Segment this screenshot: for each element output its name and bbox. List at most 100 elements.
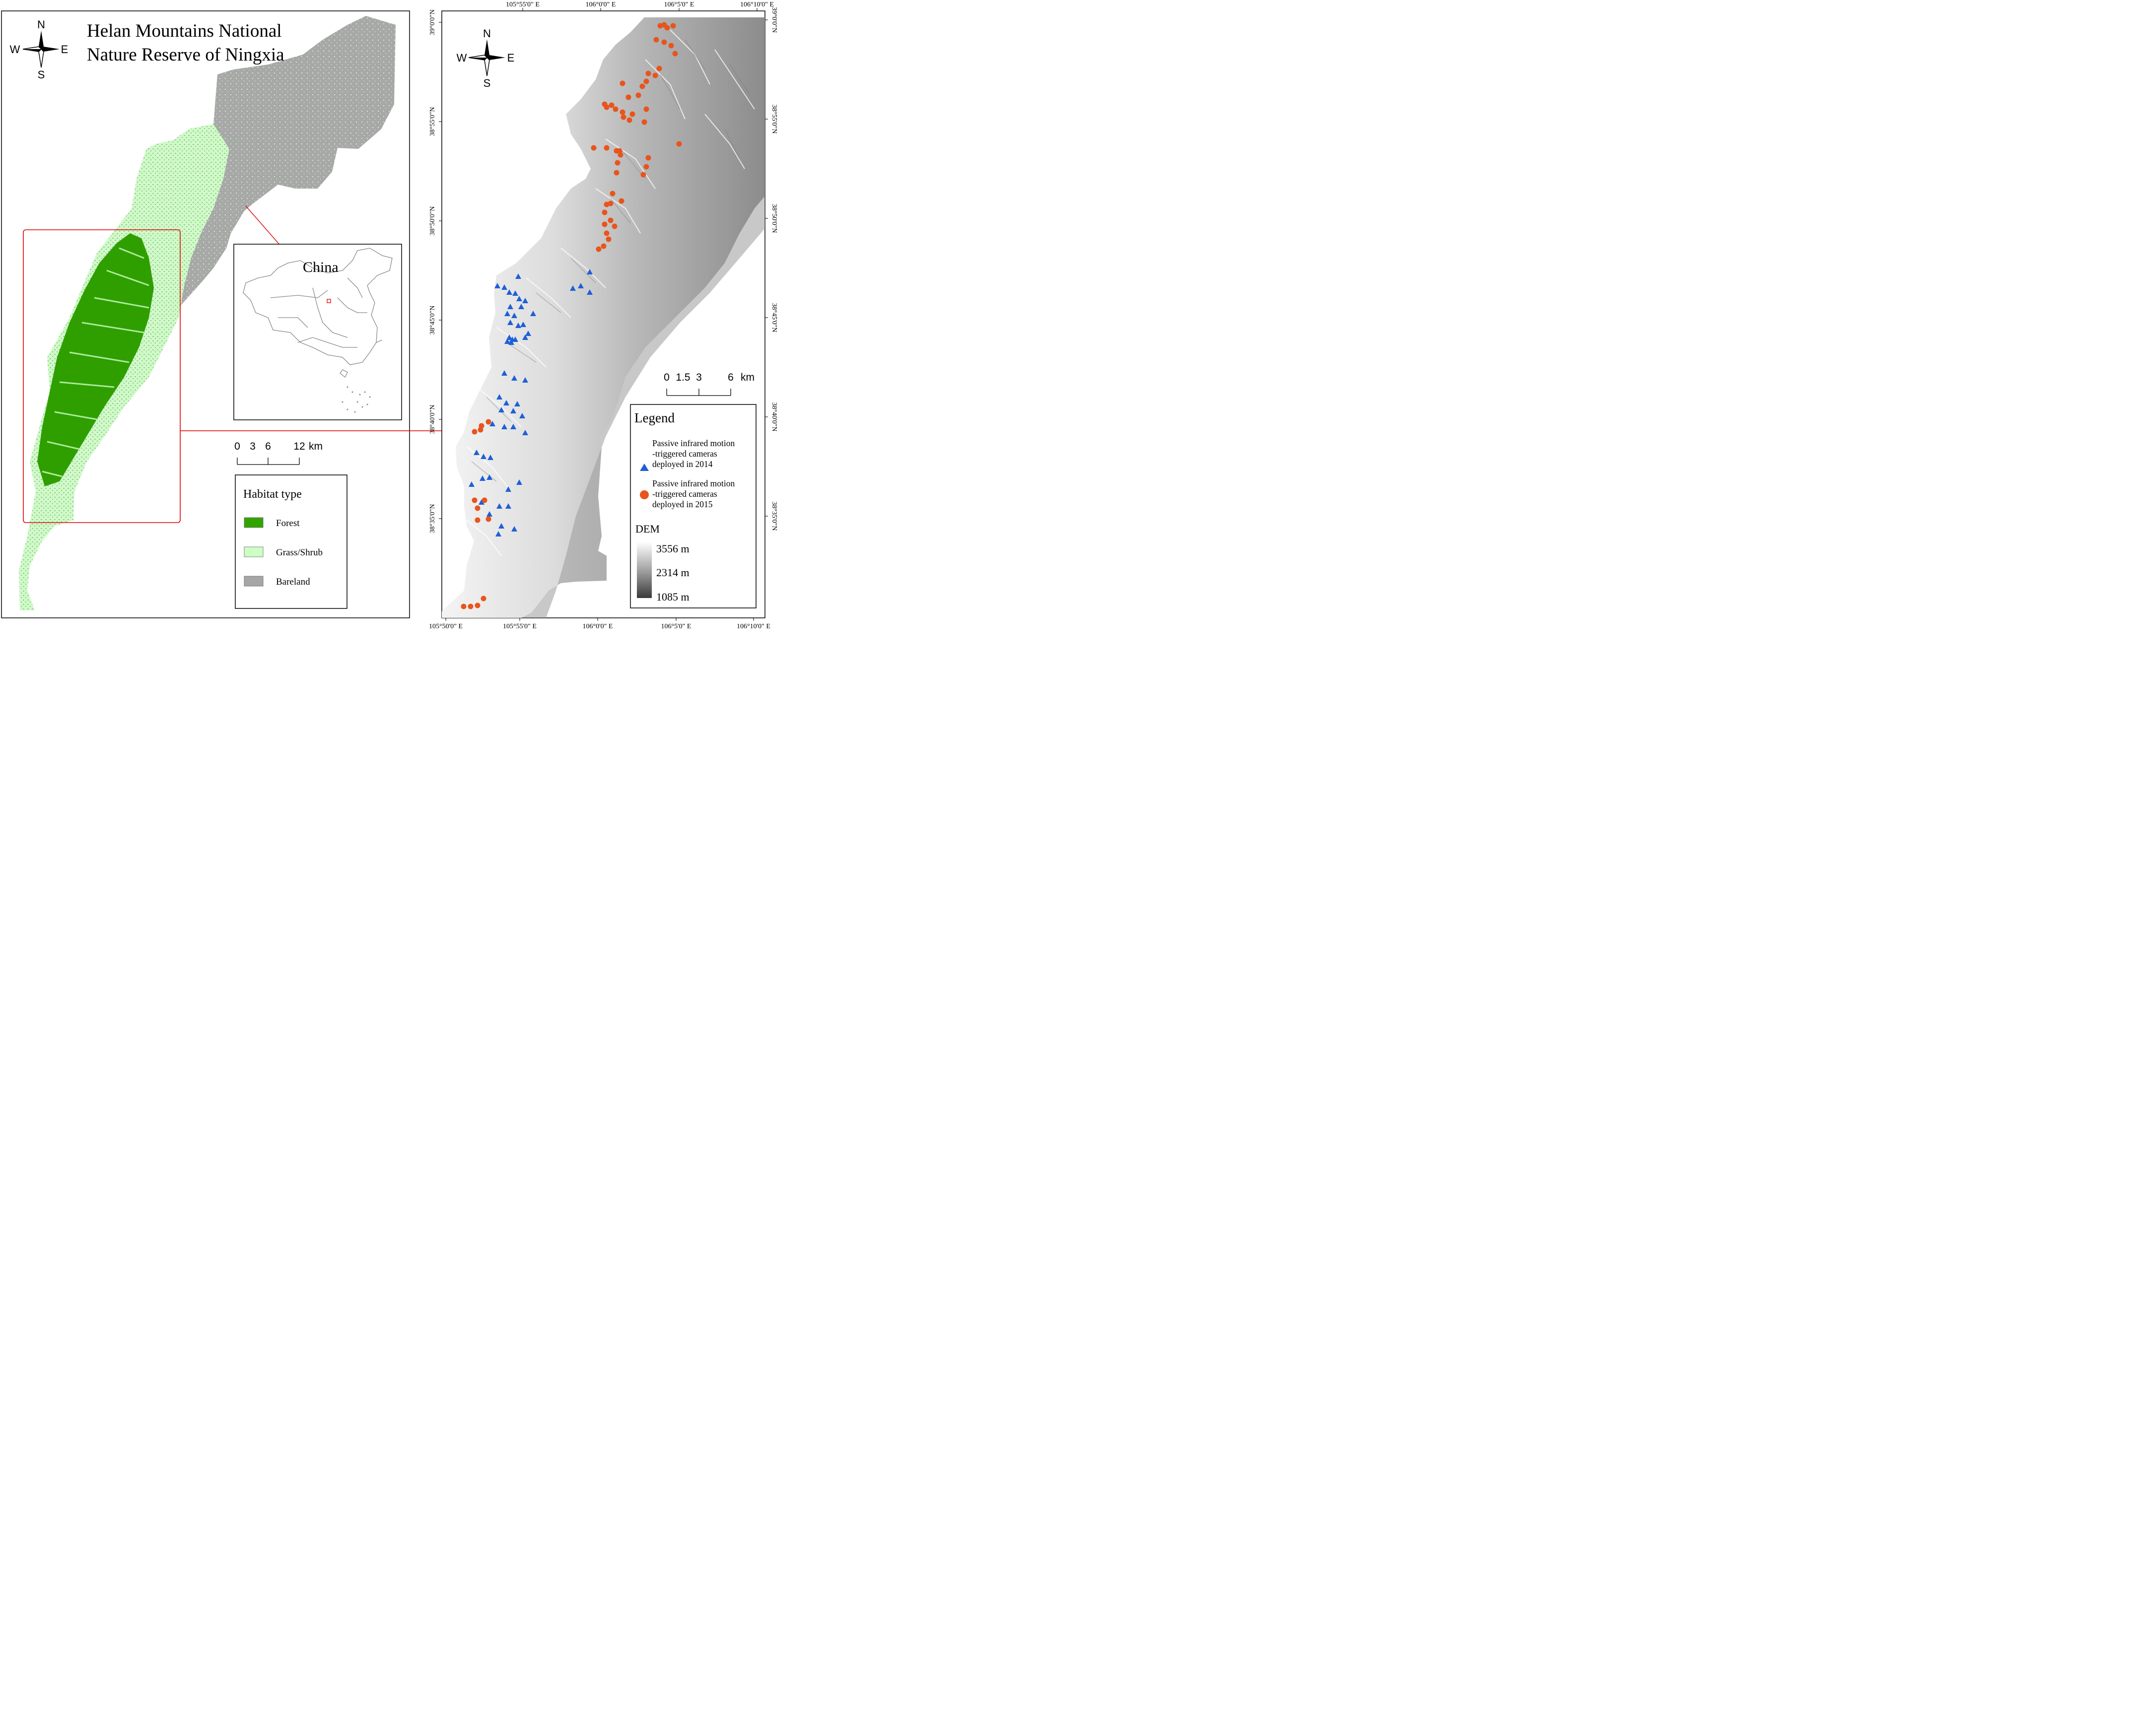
habitat-label-forest: Forest: [276, 518, 300, 529]
camera-2014-site: [516, 479, 522, 485]
camera-legend: Legend Passive infrared motion -triggere…: [630, 404, 757, 608]
top-coord-3: 106°10'0" E: [740, 1, 774, 8]
camera-2014-site: [515, 323, 521, 328]
scalebar-left-tick-0: 0: [234, 441, 240, 452]
camera-2015-site: [482, 497, 487, 503]
camera-2015-site: [652, 72, 658, 78]
camera-2015-site: [481, 596, 486, 601]
camera-2015-site: [468, 603, 474, 609]
right-coord-4: 38°40'0"N: [770, 402, 778, 432]
camera-2014-site: [480, 475, 485, 481]
left-coord-2: 38°50'0"N: [429, 206, 436, 236]
reserve-forest-area: [37, 233, 154, 486]
camera-2015-site: [604, 145, 610, 151]
camera-2014-site: [474, 450, 480, 455]
camera-2015-site: [604, 104, 610, 110]
camera-2015-site: [621, 114, 626, 120]
bottom-coord-2: 106°0'0" E: [583, 623, 613, 630]
habitat-label-grass: Grass/Shrub: [276, 547, 323, 558]
camera-2015-site: [641, 119, 647, 125]
scalebar-right-tick-2: 3: [696, 372, 702, 383]
compass-w-left: W: [10, 43, 20, 56]
camera-2014-site: [511, 526, 517, 532]
compass-w-right: W: [457, 52, 467, 64]
camera-2015-site: [485, 516, 491, 522]
camera-2014-site: [505, 486, 511, 492]
camera-2015-site: [472, 497, 478, 503]
bottom-coord-3: 106°5'0" E: [661, 623, 691, 630]
camera-2015-site: [643, 78, 649, 84]
reserve-shape: [19, 16, 396, 610]
camera-2014-site: [510, 408, 516, 413]
camera-2015-site: [645, 155, 651, 161]
camera-2014-site: [570, 285, 576, 291]
camera-2014-site: [486, 474, 492, 480]
camera-2015-site: [620, 109, 625, 115]
dem-colorbar: [637, 542, 652, 598]
camera-2015-site: [602, 221, 608, 227]
camera-2015-site: [656, 66, 662, 71]
left-coord-labels: 39°0'0"N 38°55'0"N 38°50'0"N 38°45'0"N 3…: [429, 9, 436, 533]
scalebar-right-unit: km: [741, 372, 755, 383]
top-coord-2: 106°5'0" E: [664, 1, 694, 8]
bottom-coord-4: 106°10'0" E: [737, 623, 770, 630]
camera-2014-site: [494, 283, 500, 288]
legend-2014-line1: Passive infrared motion: [652, 438, 735, 448]
right-coord-2: 38°50'0"N: [770, 204, 778, 233]
camera-sites-2014: [469, 269, 593, 536]
scalebar-right-tick-3: 6: [728, 372, 734, 383]
camera-2014-site: [489, 421, 495, 426]
camera-2014-site: [511, 375, 517, 381]
china-locator-box: [327, 299, 331, 303]
camera-2015-site: [626, 117, 632, 123]
scalebar-left-tick-2: 6: [265, 441, 271, 452]
camera-2014-site: [496, 503, 502, 509]
camera-2014-site: [522, 298, 528, 303]
forest-ridges: [42, 247, 149, 477]
china-inset-frame: [233, 244, 402, 420]
camera-2015-site: [614, 170, 620, 176]
camera-2014-site: [522, 430, 528, 435]
left-coord-4: 38°40'0"N: [429, 405, 436, 434]
camera-2015-site: [596, 246, 602, 252]
left-coord-5: 38°35'0"N: [429, 504, 436, 534]
camera-2015-site: [475, 517, 481, 523]
camera-2014-site: [481, 454, 486, 459]
camera-2015-site: [604, 201, 610, 207]
china-label: China: [303, 259, 339, 275]
top-coord-1: 106°0'0" E: [586, 1, 616, 8]
map-title-line1: Helan Mountains National: [87, 21, 282, 41]
graticule-ticks: [439, 8, 768, 621]
scalebar-right-tick-1: 1.5: [676, 372, 690, 383]
china-outline: [243, 248, 393, 378]
camera-2015-site: [609, 102, 615, 108]
camera-2014-site: [507, 304, 513, 309]
camera-2014-site: [516, 296, 522, 301]
left-coord-1: 38°55'0"N: [429, 107, 436, 136]
right-coord-1: 38°55'0"N: [770, 105, 778, 134]
camera-2014-site: [520, 322, 526, 327]
dem-mid-label: 2314 m: [656, 566, 690, 579]
compass-s-left: S: [38, 68, 45, 81]
camera-2015-site: [676, 141, 682, 147]
habitat-legend-title: Habitat type: [243, 488, 302, 501]
habitat-legend: Habitat type Forest Grass/Shrub Bareland: [235, 474, 347, 609]
habitat-swatch-forest: [244, 517, 264, 528]
camera-2014-site: [514, 401, 520, 406]
compass-rose-icon: [22, 31, 60, 68]
north-arrow-right: N S W E: [457, 27, 515, 89]
legend-triangle-2014: [640, 464, 649, 471]
camera-2015-site: [672, 51, 678, 57]
map-title-line2: Nature Reserve of Ningxia: [87, 45, 284, 65]
camera-2015-site: [461, 603, 467, 609]
camera-sites-2015: [461, 22, 682, 609]
camera-2014-site: [515, 273, 521, 279]
legend-2015-line3: deployed in 2015: [652, 499, 713, 509]
camera-2015-site: [472, 429, 478, 435]
camera-2015-site: [475, 505, 481, 511]
camera-2014-site: [507, 320, 513, 325]
camera-2015-site: [670, 23, 676, 29]
camera-2015-site: [606, 236, 612, 242]
camera-2015-site: [615, 160, 621, 166]
scalebar-right: 0 1.5 3 6 km: [664, 372, 755, 396]
